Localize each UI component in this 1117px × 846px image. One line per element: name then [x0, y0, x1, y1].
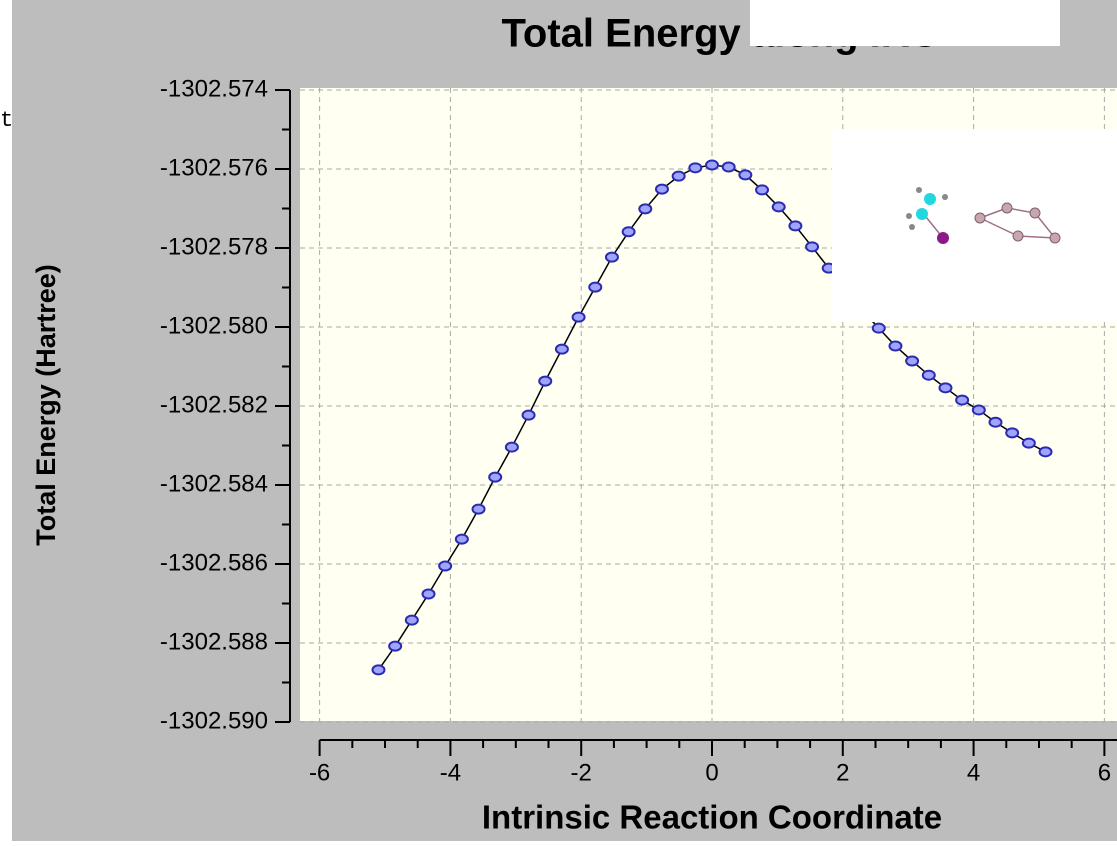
data-point [689, 163, 701, 172]
data-point [523, 411, 535, 420]
data-point [372, 665, 384, 674]
y-axis-label: Total Energy (Hartree) [31, 264, 61, 546]
data-point [739, 170, 751, 179]
data-point [789, 221, 801, 230]
data-point [973, 405, 985, 414]
molecule-inset [832, 130, 1117, 322]
x-tick-label: -6 [309, 759, 330, 786]
x-tick-label: 0 [705, 759, 718, 786]
data-point [489, 473, 501, 482]
x-tick-label: 6 [1098, 759, 1111, 786]
data-point [606, 253, 618, 262]
y-tick-label: -1302.580 [160, 312, 268, 339]
data-point [556, 345, 568, 354]
y-tick-label: -1302.584 [160, 470, 268, 497]
data-point [589, 283, 601, 292]
x-tick-label: 4 [967, 759, 980, 786]
y-tick-label: -1302.582 [160, 391, 268, 418]
data-point [923, 371, 935, 380]
chart: t -1302.574 -1302.576 -1302.578 -1302.580 -1… [0, 0, 1117, 841]
data-point [1040, 447, 1052, 456]
y-tick-label: -1302.578 [160, 233, 268, 260]
data-point [639, 204, 651, 213]
data-point [723, 163, 735, 172]
data-point [873, 324, 885, 333]
data-point [423, 590, 435, 599]
data-point [623, 227, 635, 236]
cover-box [750, 0, 1060, 46]
data-point [906, 356, 918, 365]
data-point [706, 161, 718, 170]
data-point [773, 202, 785, 211]
data-point [989, 418, 1001, 427]
x-tick-label: 2 [836, 759, 849, 786]
x-tick-label: -2 [571, 759, 592, 786]
x-axis-label: Intrinsic Reaction Coordinate [482, 799, 942, 836]
y-tick-label: -1302.586 [160, 549, 268, 576]
data-point [573, 313, 585, 322]
data-point [656, 185, 668, 194]
data-point [539, 377, 551, 386]
data-point [756, 185, 768, 194]
data-point [956, 396, 968, 405]
x-tick-label: -4 [440, 759, 461, 786]
data-point [806, 242, 818, 251]
data-point [939, 383, 951, 392]
y-tick-label: -1302.588 [160, 628, 268, 655]
data-point [456, 535, 468, 544]
y-tick-label: -1302.576 [160, 154, 268, 181]
data-point [473, 505, 485, 514]
stray-text: t [0, 108, 13, 133]
y-tick-label: -1302.590 [160, 707, 268, 734]
y-tick-label: -1302.574 [160, 75, 268, 102]
data-point [439, 561, 451, 570]
data-point [406, 616, 418, 625]
data-point [889, 341, 901, 350]
data-point [673, 172, 685, 181]
data-point [506, 443, 518, 452]
data-point [389, 642, 401, 651]
data-point [1006, 428, 1018, 437]
data-point [1023, 439, 1035, 448]
page: t -1302.574 -1302.576 -1302.578 -1302.580 -1… [0, 0, 1117, 841]
